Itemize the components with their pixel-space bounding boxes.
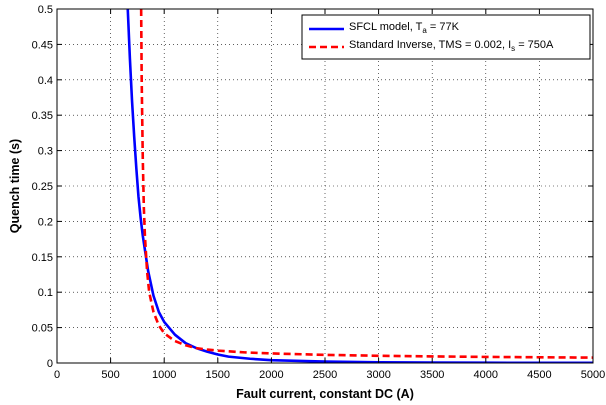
y-tick-label: 0.1 — [38, 287, 53, 299]
legend-label-standard-inverse: Standard Inverse, TMS = 0.002, Is = 750A — [349, 39, 554, 53]
legend-label-sfcl: SFCL model, Ta = 77K — [349, 21, 460, 35]
series-layer — [126, 9, 593, 363]
grid — [57, 9, 593, 363]
y-tick-label: 0.05 — [32, 323, 53, 335]
y-tick-label: 0.3 — [38, 146, 53, 158]
y-tick-label: 0.45 — [32, 39, 53, 51]
x-tick-labels: 0 500 1000 1500 2000 2500 3000 3500 4000 4500 5000 — [54, 369, 605, 381]
y-tick-label: 0.2 — [38, 216, 53, 228]
legend-label-sfcl-tail: = 77K — [427, 21, 460, 33]
legend-label-si-sub: s — [511, 44, 515, 53]
x-tick-label: 500 — [101, 369, 119, 381]
x-tick-label: 4000 — [474, 369, 498, 381]
legend-label-sfcl-sub: a — [422, 26, 427, 35]
y-tick-label: 0.35 — [32, 110, 53, 122]
x-tick-label: 5000 — [581, 369, 605, 381]
y-tick-labels: 0 0.05 0.1 0.15 0.2 0.25 0.3 0.35 0.4 0.45 0.5 — [32, 4, 53, 370]
y-tick-label: 0.5 — [38, 4, 53, 16]
series-line-sfcl — [126, 9, 593, 363]
legend-label-si-tail: = 750A — [515, 39, 554, 51]
y-axis-title: Quench time (s) — [8, 139, 22, 233]
y-tick-label: 0 — [47, 358, 53, 370]
y-tick-label: 0.4 — [38, 75, 53, 87]
x-tick-label: 2500 — [313, 369, 337, 381]
y-tick-label: 0.15 — [32, 252, 53, 264]
x-tick-label: 3000 — [366, 369, 390, 381]
series-line-standard-inverse — [139, 9, 593, 359]
legend-label-si-main: Standard Inverse, TMS = 0.002, I — [349, 39, 511, 51]
x-tick-label: 3500 — [420, 369, 444, 381]
x-tick-label: 1500 — [206, 369, 230, 381]
x-axis-title: Fault current, constant DC (A) — [236, 387, 414, 401]
legend-label-sfcl-main: SFCL model, T — [349, 21, 423, 33]
legend-box — [301, 14, 591, 60]
x-tick-label: 0 — [54, 369, 60, 381]
x-tick-label: 2000 — [259, 369, 283, 381]
x-tick-label: 4500 — [527, 369, 551, 381]
x-tick-label: 1000 — [152, 369, 176, 381]
y-tick-label: 0.25 — [32, 181, 53, 193]
legend: SFCL model, Ta = 77K Standard Inverse, T… — [301, 14, 591, 60]
